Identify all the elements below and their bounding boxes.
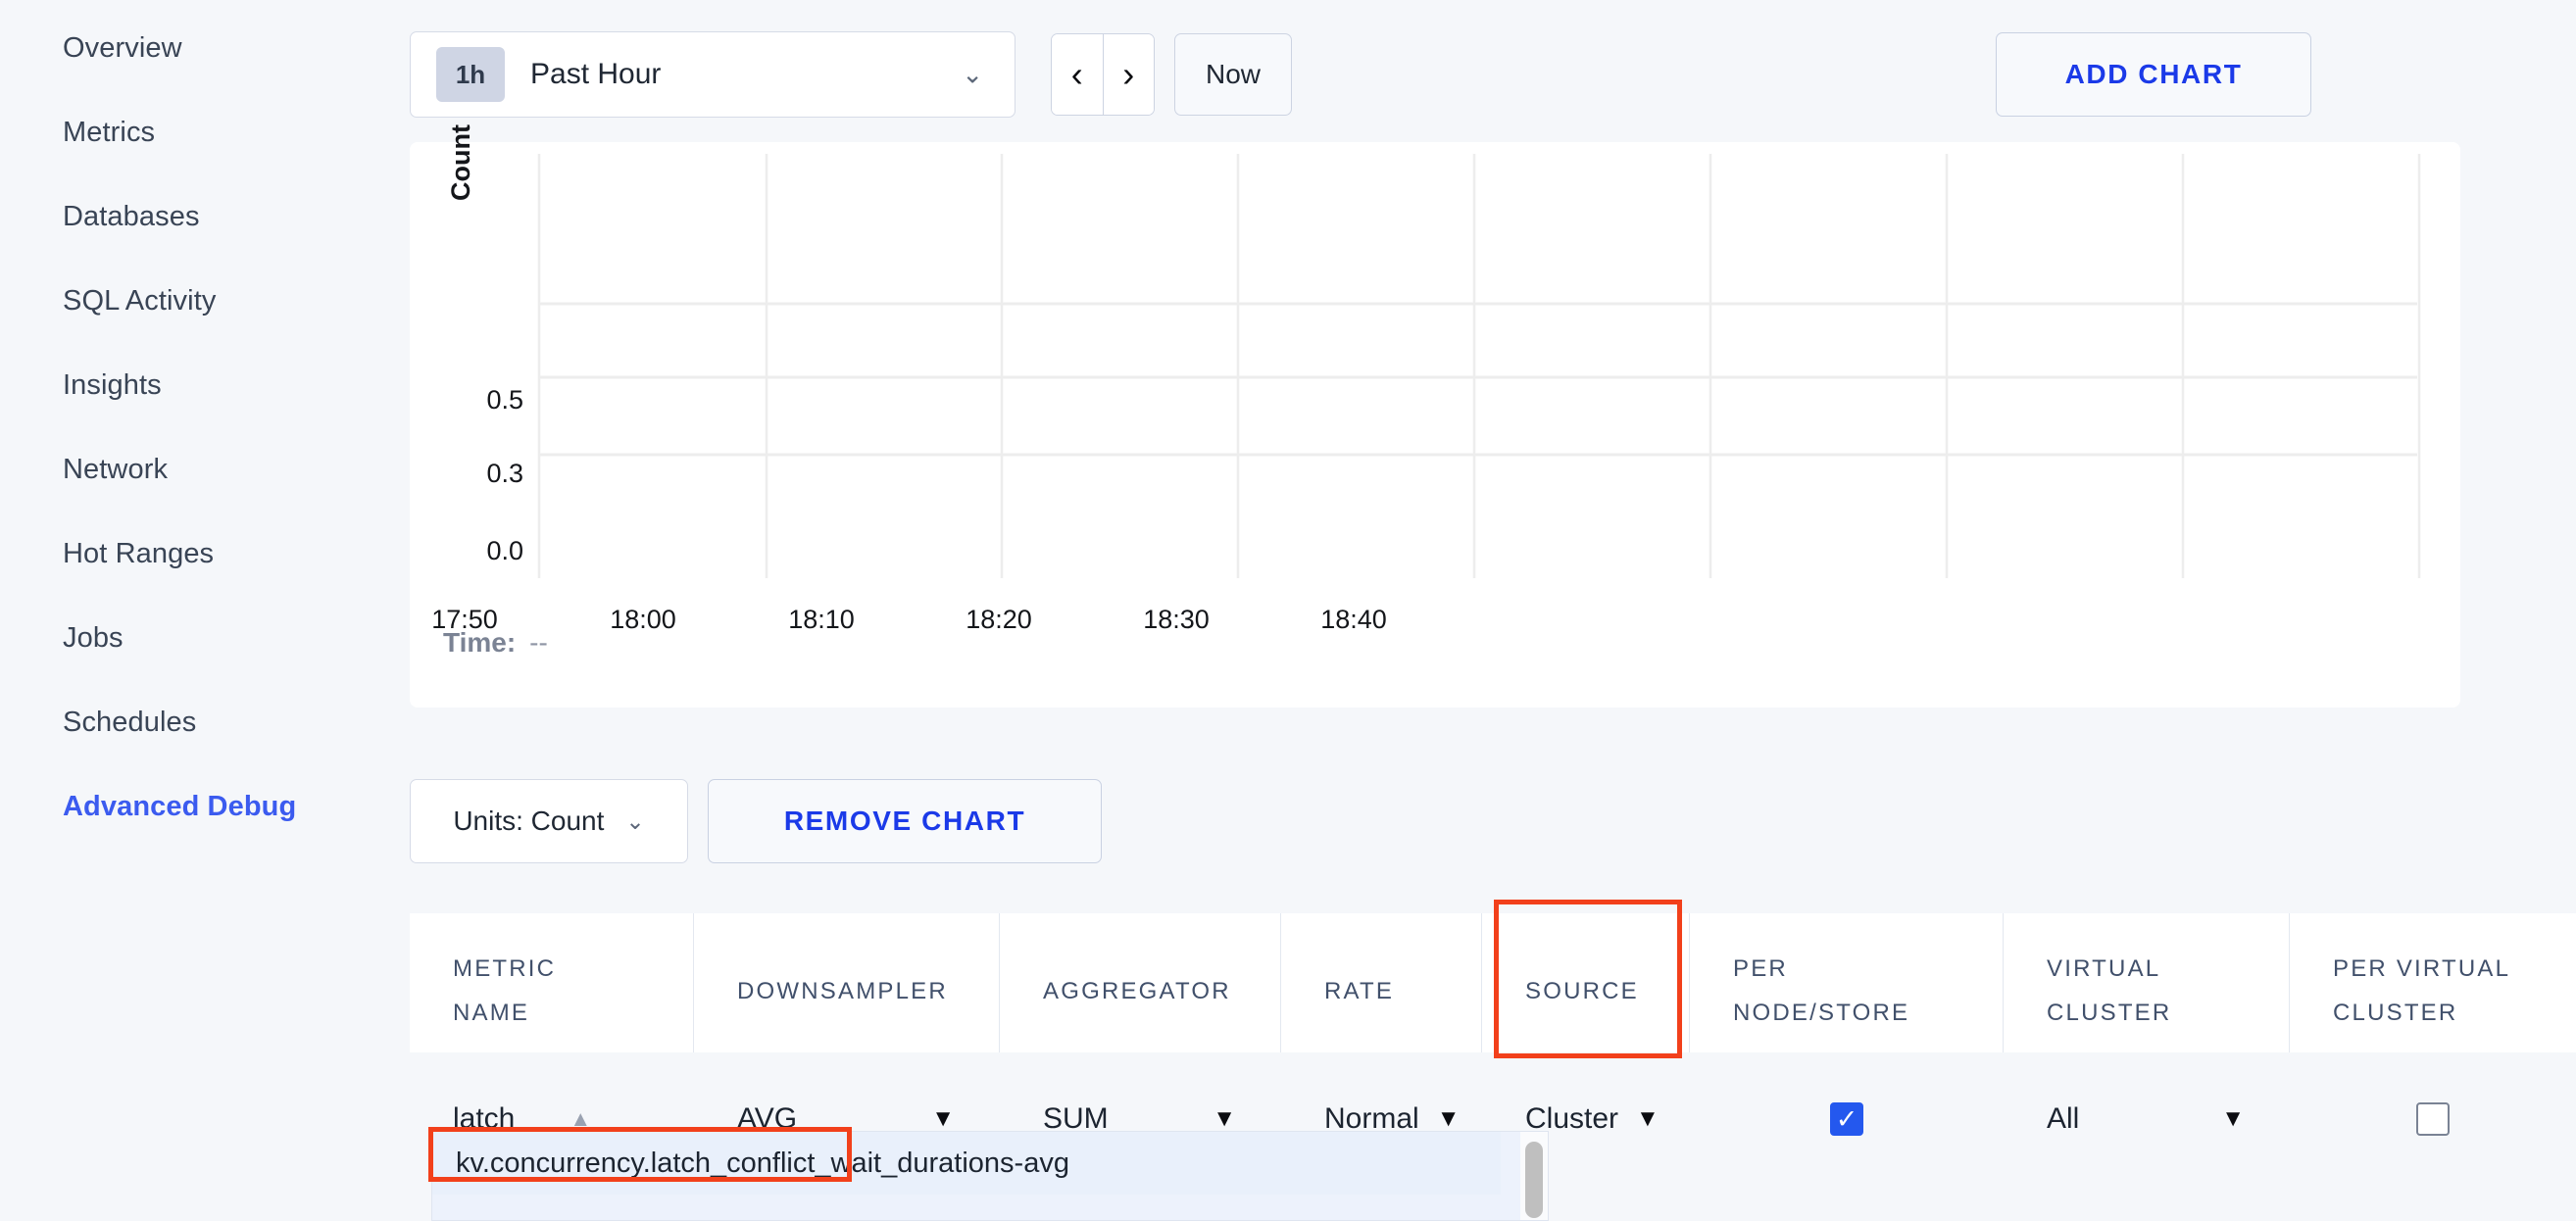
chevron-down-icon: ▼ <box>1636 1105 1660 1132</box>
sidebar-item-insights[interactable]: Insights <box>0 343 380 427</box>
column-header-source[interactable]: SOURCE <box>1482 913 1690 1052</box>
column-header-per-virtual-cluster[interactable]: PER VIRTUAL CLUSTER <box>2290 913 2576 1052</box>
chart-time-readout: Time: -- <box>443 627 548 659</box>
source-select[interactable]: Cluster ▼ <box>1482 1102 1690 1136</box>
header-line1: VIRTUAL <box>2047 955 2161 982</box>
y-axis-tick: 0.0 <box>486 536 523 565</box>
per-virtual-cluster-checkbox[interactable] <box>2416 1102 2450 1136</box>
x-axis-tick: 18:10 <box>788 605 855 634</box>
column-header-downsampler[interactable]: DOWNSAMPLER <box>694 913 1000 1052</box>
x-axis-tick: 18:00 <box>610 605 676 634</box>
sidebar-item-label: Metrics <box>63 116 156 148</box>
chevron-down-icon: ⌄ <box>962 59 983 89</box>
x-axis-tick: 18:40 <box>1320 605 1387 634</box>
autocomplete-option[interactable]: kv.concurrency.latch_conflict_wait_durat… <box>432 1132 1501 1195</box>
column-header-metric-name[interactable]: METRIC NAME <box>410 913 694 1052</box>
autocomplete-scrollbar-track[interactable] <box>1520 1132 1548 1220</box>
header-line1: PER <box>1733 955 1788 982</box>
aggregator-value: SUM <box>1043 1102 1109 1135</box>
units-dropdown[interactable]: Units: Count ⌄ <box>410 779 688 863</box>
chevron-down-icon: ▼ <box>2221 1105 2245 1132</box>
per-virtual-cluster-cell[interactable] <box>2290 1102 2576 1136</box>
chevron-down-icon: ⌄ <box>625 807 645 834</box>
column-header-per-node-store[interactable]: PER NODE/STORE <box>1690 913 2004 1052</box>
time-range-label: Past Hour <box>530 58 662 90</box>
sidebar-item-schedules[interactable]: Schedules <box>0 680 380 764</box>
time-label: Time: <box>443 627 517 658</box>
sidebar-item-label: Schedules <box>63 706 197 738</box>
time-nav-group: ‹ › <box>1051 33 1155 116</box>
sort-ascending-icon[interactable]: ▲ <box>570 1106 592 1131</box>
time-value: -- <box>529 627 548 658</box>
chevron-down-icon: ▼ <box>1436 1105 1461 1132</box>
sidebar-item-hot-ranges[interactable]: Hot Ranges <box>0 512 380 596</box>
chevron-right-icon[interactable]: › <box>1102 34 1154 115</box>
sidebar-item-label: Advanced Debug <box>63 790 297 822</box>
header-line1: RATE <box>1324 978 1395 1004</box>
header-line2: CLUSTER <box>2047 1000 2172 1026</box>
sidebar-item-label: Insights <box>63 368 162 401</box>
header-line1: SOURCE <box>1525 978 1639 1004</box>
now-button[interactable]: Now <box>1174 33 1292 116</box>
metric-name-autocomplete[interactable]: kv.concurrency.latch_conflict_wait_durat… <box>431 1131 1549 1221</box>
sidebar-item-jobs[interactable]: Jobs <box>0 596 380 680</box>
table-row: latch ▲ AVG ▼ SUM ▼ Normal ▼ Cluster ▼ ✓ <box>410 1084 2576 1154</box>
y-axis-label: Count <box>446 124 475 201</box>
sidebar: Overview Metrics Databases SQL Activity … <box>0 0 380 1221</box>
column-header-aggregator[interactable]: AGGREGATOR <box>1000 913 1281 1052</box>
chart-panel[interactable]: 0.5 0.3 0.0 17:50 18:00 18:10 18:20 18:3… <box>410 142 2460 708</box>
sidebar-item-overview[interactable]: Overview <box>0 6 380 90</box>
sidebar-item-label: Overview <box>63 31 182 64</box>
chevron-down-icon: ▼ <box>1213 1105 1236 1132</box>
sidebar-item-advanced-debug[interactable]: Advanced Debug <box>0 764 380 849</box>
header-line2: NAME <box>453 1000 530 1026</box>
sidebar-item-sql-activity[interactable]: SQL Activity <box>0 259 380 343</box>
time-range-badge: 1h <box>436 47 505 102</box>
sidebar-item-label: Databases <box>63 200 200 232</box>
header-line1: METRIC <box>453 955 557 982</box>
column-header-rate[interactable]: RATE <box>1281 913 1482 1052</box>
column-header-virtual-cluster[interactable]: VIRTUAL CLUSTER <box>2004 913 2290 1052</box>
sidebar-item-label: SQL Activity <box>63 284 217 317</box>
sidebar-item-metrics[interactable]: Metrics <box>0 90 380 174</box>
per-node-store-checkbox[interactable]: ✓ <box>1830 1102 1863 1136</box>
autocomplete-scrollbar-thumb[interactable] <box>1525 1142 1543 1218</box>
source-value: Cluster <box>1525 1102 1619 1135</box>
header-line2: NODE/STORE <box>1733 1000 1910 1026</box>
units-label: Units: Count <box>453 806 605 836</box>
add-chart-button[interactable]: ADD CHART <box>1996 32 2311 117</box>
header-line1: PER VIRTUAL <box>2333 955 2511 982</box>
sidebar-item-label: Hot Ranges <box>63 537 215 569</box>
per-node-store-cell[interactable]: ✓ <box>1690 1102 2004 1136</box>
virtual-cluster-select[interactable]: All ▼ <box>2004 1102 2290 1136</box>
header-line1: AGGREGATOR <box>1043 978 1231 1004</box>
y-axis-tick: 0.3 <box>486 459 523 488</box>
y-axis-tick: 0.5 <box>486 385 523 415</box>
header-line2: CLUSTER <box>2333 1000 2458 1026</box>
sidebar-item-databases[interactable]: Databases <box>0 174 380 259</box>
chevron-left-icon[interactable]: ‹ <box>1052 34 1103 115</box>
time-range-dropdown[interactable]: 1h Past Hour ⌄ <box>410 31 1016 118</box>
aggregator-select[interactable]: SUM ▼ <box>1000 1102 1281 1136</box>
sidebar-item-network[interactable]: Network <box>0 427 380 512</box>
x-axis-tick: 18:30 <box>1143 605 1210 634</box>
rate-select[interactable]: Normal ▼ <box>1281 1102 1482 1136</box>
x-axis-tick: 18:20 <box>966 605 1032 634</box>
x-axis-tick: 17:50 <box>431 605 498 634</box>
chevron-down-icon: ▼ <box>931 1105 955 1132</box>
remove-chart-button[interactable]: REMOVE CHART <box>708 779 1102 863</box>
chart-plot-area <box>537 154 2421 578</box>
sidebar-item-label: Network <box>63 453 169 485</box>
sidebar-item-label: Jobs <box>63 621 124 654</box>
header-line1: DOWNSAMPLER <box>737 978 948 1004</box>
table-header-row: METRIC NAME DOWNSAMPLER AGGREGATOR RATE … <box>410 913 2576 1052</box>
rate-value: Normal <box>1324 1102 1419 1135</box>
metric-config-table: METRIC NAME DOWNSAMPLER AGGREGATOR RATE … <box>410 913 2576 1221</box>
virtual-cluster-value: All <box>2047 1102 2080 1135</box>
